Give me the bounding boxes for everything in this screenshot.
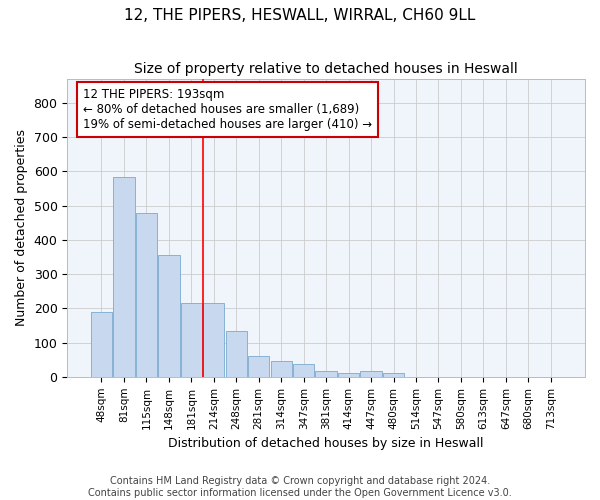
Bar [361,370,382,377]
Text: 12 THE PIPERS: 193sqm
← 80% of detached houses are smaller (1,689)
19% of semi-d: 12 THE PIPERS: 193sqm ← 80% of detached … [83,88,372,131]
Bar [383,374,404,377]
Text: 12, THE PIPERS, HESWALL, WIRRAL, CH60 9LL: 12, THE PIPERS, HESWALL, WIRRAL, CH60 9L… [124,8,476,22]
Bar [113,176,134,377]
Bar [316,370,337,377]
Bar [91,312,112,377]
Bar [271,362,292,377]
Bar [226,330,247,377]
Bar [248,356,269,377]
Bar [293,364,314,377]
X-axis label: Distribution of detached houses by size in Heswall: Distribution of detached houses by size … [169,437,484,450]
Text: Contains HM Land Registry data © Crown copyright and database right 2024.
Contai: Contains HM Land Registry data © Crown c… [88,476,512,498]
Bar [203,303,224,377]
Bar [181,303,202,377]
Y-axis label: Number of detached properties: Number of detached properties [15,130,28,326]
Bar [136,212,157,377]
Title: Size of property relative to detached houses in Heswall: Size of property relative to detached ho… [134,62,518,76]
Bar [338,372,359,377]
Bar [158,256,179,377]
